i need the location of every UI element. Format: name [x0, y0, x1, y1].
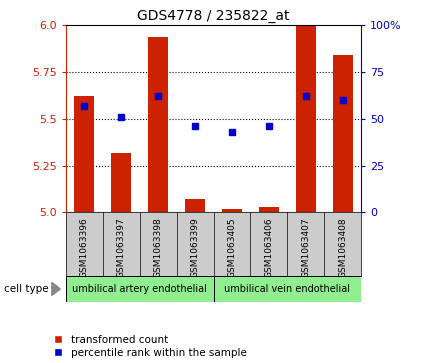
- Title: GDS4778 / 235822_at: GDS4778 / 235822_at: [137, 9, 290, 23]
- Polygon shape: [52, 282, 60, 295]
- Text: umbilical artery endothelial: umbilical artery endothelial: [72, 284, 207, 294]
- Text: GSM1063405: GSM1063405: [227, 217, 237, 278]
- Bar: [74, 97, 94, 212]
- Bar: [213, 276, 361, 302]
- Bar: [259, 207, 279, 212]
- Bar: [185, 199, 205, 212]
- Text: umbilical vein endothelial: umbilical vein endothelial: [224, 284, 350, 294]
- Bar: [148, 37, 168, 212]
- Bar: [222, 209, 242, 212]
- Text: GSM1063406: GSM1063406: [264, 217, 273, 278]
- Legend: transformed count, percentile rank within the sample: transformed count, percentile rank withi…: [54, 335, 246, 358]
- Bar: [111, 152, 131, 212]
- Text: cell type: cell type: [4, 284, 49, 294]
- Text: GSM1063396: GSM1063396: [80, 217, 89, 278]
- Text: GSM1063408: GSM1063408: [338, 217, 347, 278]
- Bar: [296, 25, 316, 212]
- Bar: [66, 276, 213, 302]
- Text: GSM1063397: GSM1063397: [117, 217, 126, 278]
- Text: GSM1063399: GSM1063399: [190, 217, 200, 278]
- Text: GSM1063398: GSM1063398: [154, 217, 163, 278]
- Bar: [333, 55, 353, 212]
- Text: GSM1063407: GSM1063407: [301, 217, 310, 278]
